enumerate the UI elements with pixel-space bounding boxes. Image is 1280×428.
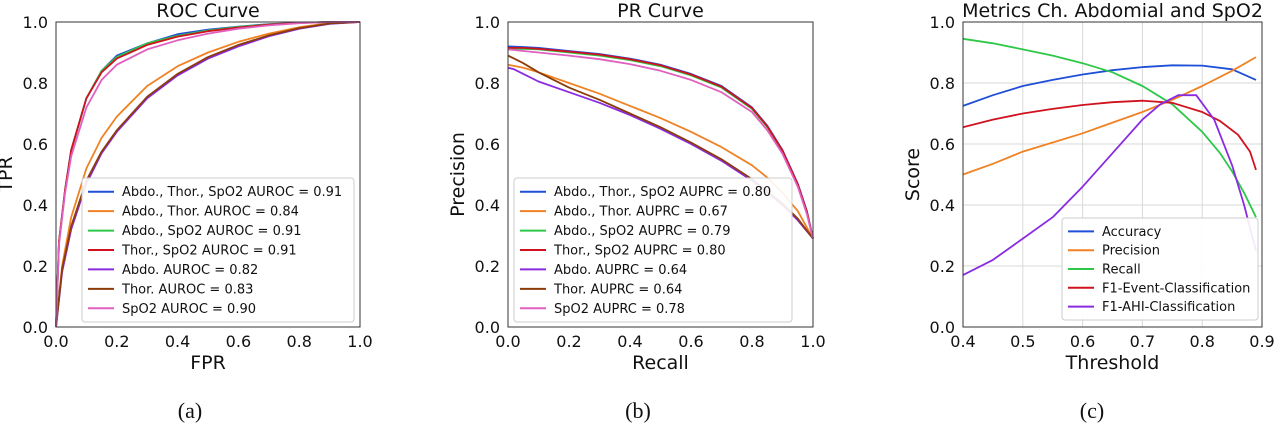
chart-panel-0: 0.0 0.2 0.4 0.6 0.8 1.0 0.0 0.2 0.4 0.6 0.8 1.0 ROC … xyxy=(0,0,373,423)
x-axis-label: FPR xyxy=(190,352,226,374)
x-tick-label: 0.8 xyxy=(286,332,311,351)
x-tick-label: 0.9 xyxy=(1249,332,1274,351)
y-tick-label: 0.6 xyxy=(930,135,955,154)
chart-panel-1: 0.0 0.2 0.4 0.6 0.8 1.0 0.0 0.2 0.4 0.6 0.8 1.0 PR C… xyxy=(447,0,826,423)
legend-entry: Abdo. AUROC = 0.82 xyxy=(122,263,258,278)
x-tick-label: 0.6 xyxy=(678,332,703,351)
legend-box xyxy=(1061,217,1259,321)
legend: Abdo., Thor., SpO2 AUROC = 0.91 Abdo., Th… xyxy=(81,177,355,323)
x-tick-label: 0.0 xyxy=(43,332,68,351)
y-tick-label: 0.2 xyxy=(475,257,500,276)
plot-frame xyxy=(55,21,361,328)
x-tick-label: 0.6 xyxy=(226,332,251,351)
legend: Abdo., Thor., SpO2 AUPRC = 0.80 Abdo., Th… xyxy=(513,177,793,323)
y-tick-label: 0.4 xyxy=(930,196,955,215)
legend-entry: F1-Event-Classification xyxy=(1102,281,1250,296)
x-tick-label: 0.4 xyxy=(165,332,190,351)
legend-entry: Thor., SpO2 AUROC = 0.91 xyxy=(121,244,297,259)
y-tick-label: 1.0 xyxy=(475,13,500,32)
legend-entry: Abdo. AUPRC = 0.64 xyxy=(554,263,687,278)
chart-title: PR Curve xyxy=(617,0,704,22)
x-axis-label: Recall xyxy=(632,352,689,374)
legend-entry: Precision xyxy=(1102,244,1160,259)
y-tick-label: 0.4 xyxy=(475,196,500,215)
subfigure-caption: (c) xyxy=(1080,398,1104,423)
series-line-3 xyxy=(508,47,814,239)
x-tick-label: 0.2 xyxy=(104,332,129,351)
legend-box xyxy=(81,177,355,323)
chart-title: Metrics Ch. Abdomial and SpO2 xyxy=(962,0,1263,22)
y-tick-label: 0.0 xyxy=(475,318,500,337)
legend-entry: Abdo., Thor., SpO2 AUPRC = 0.80 xyxy=(554,185,771,200)
y-tick-label: 1.0 xyxy=(23,13,48,32)
y-tick-label: 0.0 xyxy=(23,318,48,337)
y-tick-label: 0.4 xyxy=(23,196,48,215)
x-axis-label: Threshold xyxy=(1065,352,1160,374)
legend-entry: Abdo., SpO2 AUROC = 0.91 xyxy=(122,224,302,239)
x-tick-label: 0.6 xyxy=(1070,332,1095,351)
x-tick-label: 1.0 xyxy=(800,332,825,351)
series-line-3 xyxy=(962,99,1257,171)
y-tick-label: 1.0 xyxy=(930,13,955,32)
y-tick-label: 0.6 xyxy=(23,135,48,154)
series-line-1 xyxy=(55,21,361,328)
legend-entry: Abdo., Thor. AUROC = 0.84 xyxy=(122,205,299,220)
x-tick-label: 1.0 xyxy=(347,332,372,351)
y-tick-label: 0.6 xyxy=(475,135,500,154)
legend-entry: Thor. AUROC = 0.83 xyxy=(121,282,253,297)
series-line-6 xyxy=(507,48,814,239)
x-tick-label: 0.7 xyxy=(1130,332,1155,351)
plot-frame xyxy=(507,21,814,328)
legend-entry: Recall xyxy=(1102,263,1141,278)
x-tick-label: 0.4 xyxy=(617,332,642,351)
series-line-0 xyxy=(962,64,1257,107)
series-line-4 xyxy=(962,94,1257,276)
legend-entry: Thor., SpO2 AUPRC = 0.80 xyxy=(553,244,726,259)
legend-entry: Abdo., SpO2 AUPRC = 0.79 xyxy=(554,224,730,239)
y-tick-label: 0.8 xyxy=(475,74,500,93)
x-tick-label: 0.8 xyxy=(1189,332,1214,351)
y-axis-label: TPR xyxy=(0,156,17,193)
y-tick-label: 0.2 xyxy=(930,257,955,276)
series-line-5 xyxy=(55,21,361,328)
chart-panel-2: 0.4 0.5 0.6 0.7 0.8 0.9 0.0 0.2 0.4 0.6 0.8 1.0 Metr… xyxy=(902,0,1275,423)
legend-entry: Abdo., Thor. AUPRC = 0.67 xyxy=(554,205,728,220)
subfigure-caption: (a) xyxy=(178,398,202,423)
legend-entry: Accuracy xyxy=(1102,225,1162,240)
x-tick-label: 0.5 xyxy=(1010,332,1035,351)
x-tick-label: 0.8 xyxy=(739,332,764,351)
subfigure-caption: (b) xyxy=(625,398,651,423)
legend-entry: SpO2 AUPRC = 0.78 xyxy=(554,302,685,317)
series-line-6 xyxy=(55,21,360,328)
x-tick-label: 0.2 xyxy=(556,332,581,351)
y-tick-label: 0.2 xyxy=(23,257,48,276)
legend-box xyxy=(513,177,793,323)
plot-frame xyxy=(962,21,1263,328)
x-tick-label: 0.0 xyxy=(495,332,520,351)
series-line-1 xyxy=(962,56,1257,176)
chart-title: ROC Curve xyxy=(156,0,260,22)
legend-entry: Thor. AUPRC = 0.64 xyxy=(553,282,682,297)
x-tick-label: 0.4 xyxy=(950,332,975,351)
y-axis-label: Score xyxy=(902,148,924,201)
legend: Accuracy Precision Recall F1-Event-Classifi… xyxy=(1061,217,1259,321)
y-tick-label: 0.8 xyxy=(930,74,955,93)
y-axis-label: Precision xyxy=(447,132,469,217)
legend-entry: SpO2 AUROC = 0.90 xyxy=(122,302,256,317)
y-tick-label: 0.0 xyxy=(930,318,955,337)
legend-entry: Abdo., Thor., SpO2 AUROC = 0.91 xyxy=(122,185,342,200)
y-tick-label: 0.8 xyxy=(23,74,48,93)
legend-entry: F1-AHI-Classification xyxy=(1102,300,1235,315)
series-line-2 xyxy=(962,37,1257,218)
